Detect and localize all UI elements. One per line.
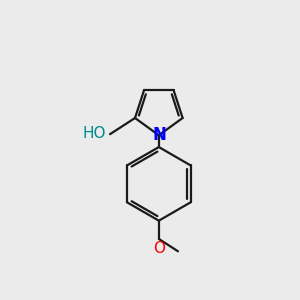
Text: N: N (152, 126, 167, 144)
Text: HO: HO (83, 126, 106, 141)
Text: O: O (153, 241, 165, 256)
